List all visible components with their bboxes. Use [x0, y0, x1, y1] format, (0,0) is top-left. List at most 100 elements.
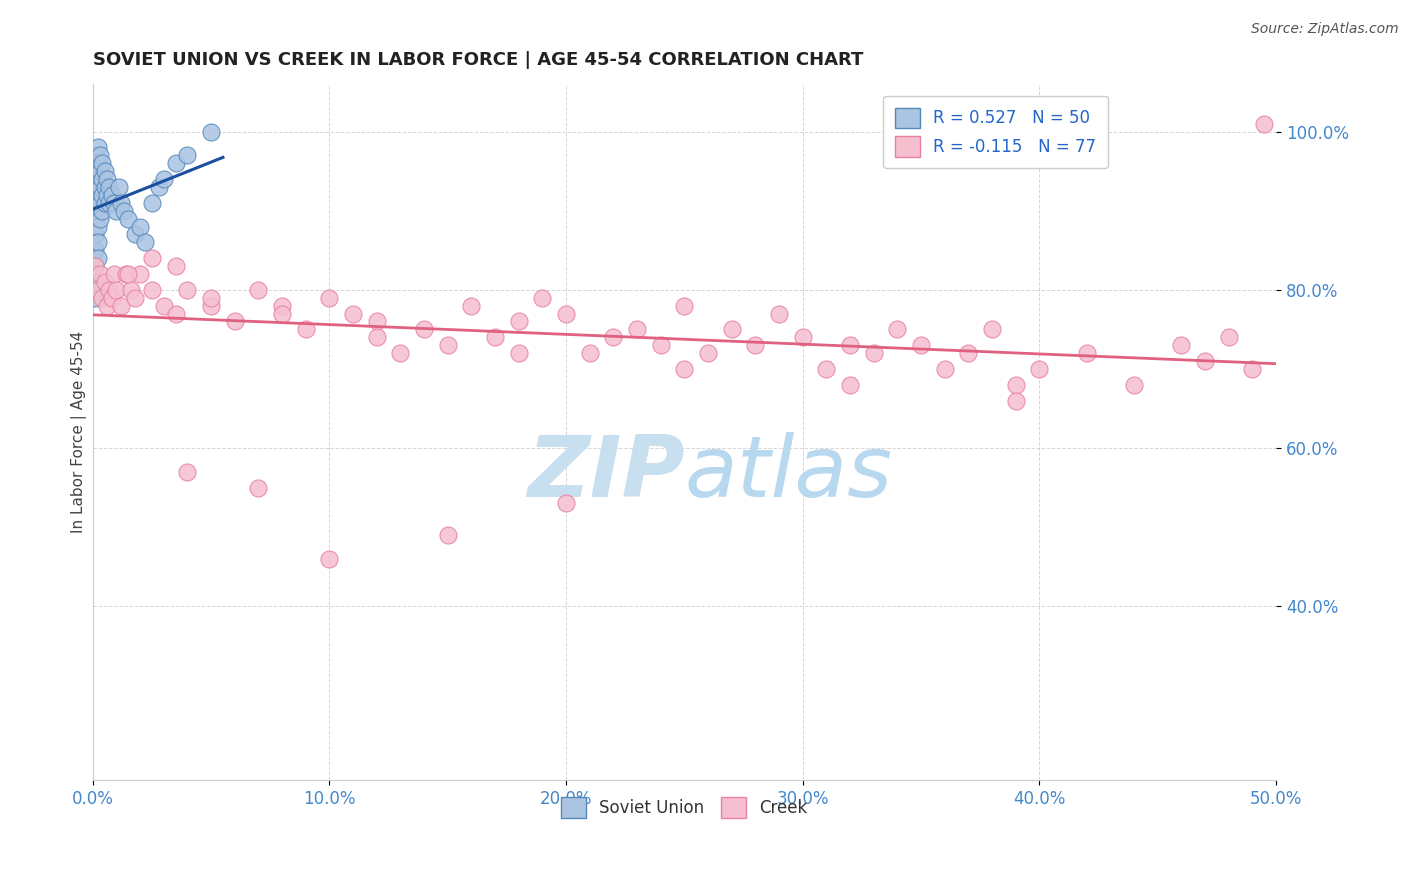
Point — [86, 140, 108, 154]
Point — [152, 299, 174, 313]
Point — [792, 330, 814, 344]
Point — [484, 330, 506, 344]
Point — [413, 322, 436, 336]
Point — [1253, 117, 1275, 131]
Point — [86, 235, 108, 250]
Point — [744, 338, 766, 352]
Text: ZIP: ZIP — [527, 433, 685, 516]
Point — [86, 172, 108, 186]
Point — [224, 314, 246, 328]
Point — [862, 346, 884, 360]
Point — [86, 219, 108, 234]
Point — [86, 203, 108, 218]
Point — [129, 219, 152, 234]
Point — [910, 338, 932, 352]
Point — [96, 172, 118, 186]
Point — [86, 283, 108, 297]
Point — [84, 259, 107, 273]
Point — [84, 227, 107, 242]
Point — [673, 362, 696, 376]
Point — [247, 481, 270, 495]
Point — [1028, 362, 1050, 376]
Point — [200, 291, 222, 305]
Point — [124, 291, 146, 305]
Point — [98, 180, 121, 194]
Point — [176, 148, 198, 162]
Point — [103, 195, 125, 210]
Point — [366, 330, 388, 344]
Point — [93, 180, 115, 194]
Point — [105, 203, 128, 218]
Point — [1241, 362, 1264, 376]
Point — [110, 195, 132, 210]
Point — [271, 307, 294, 321]
Point — [271, 299, 294, 313]
Point — [86, 251, 108, 265]
Point — [957, 346, 980, 360]
Point — [366, 314, 388, 328]
Point — [768, 307, 790, 321]
Point — [1123, 377, 1146, 392]
Point — [84, 211, 107, 226]
Point — [1004, 393, 1026, 408]
Point — [165, 156, 187, 170]
Point — [91, 291, 114, 305]
Point — [318, 291, 340, 305]
Point — [84, 259, 107, 273]
Point — [117, 267, 139, 281]
Point — [110, 299, 132, 313]
Point — [555, 307, 578, 321]
Point — [578, 346, 600, 360]
Point — [117, 211, 139, 226]
Point — [91, 187, 114, 202]
Point — [165, 307, 187, 321]
Point — [84, 164, 107, 178]
Point — [141, 195, 163, 210]
Text: atlas: atlas — [685, 433, 893, 516]
Point — [839, 338, 862, 352]
Point — [84, 148, 107, 162]
Point — [436, 338, 458, 352]
Point — [934, 362, 956, 376]
Point — [84, 195, 107, 210]
Point — [112, 203, 135, 218]
Point — [697, 346, 720, 360]
Point — [1218, 330, 1240, 344]
Point — [89, 164, 111, 178]
Point — [531, 291, 554, 305]
Point — [86, 187, 108, 202]
Point — [176, 465, 198, 479]
Point — [93, 164, 115, 178]
Legend: Soviet Union, Creek: Soviet Union, Creek — [554, 790, 814, 824]
Point — [108, 180, 131, 194]
Point — [1170, 338, 1192, 352]
Point — [120, 283, 142, 297]
Point — [96, 299, 118, 313]
Point — [129, 267, 152, 281]
Point — [176, 283, 198, 297]
Point — [720, 322, 742, 336]
Point — [460, 299, 482, 313]
Point — [89, 148, 111, 162]
Point — [508, 314, 530, 328]
Point — [342, 307, 364, 321]
Point — [93, 275, 115, 289]
Point — [84, 244, 107, 258]
Point — [141, 283, 163, 297]
Point — [981, 322, 1004, 336]
Point — [1076, 346, 1098, 360]
Point — [673, 299, 696, 313]
Point — [100, 291, 122, 305]
Point — [91, 156, 114, 170]
Point — [294, 322, 316, 336]
Point — [89, 180, 111, 194]
Point — [134, 235, 156, 250]
Point — [200, 299, 222, 313]
Point — [84, 275, 107, 289]
Point — [96, 187, 118, 202]
Point — [815, 362, 838, 376]
Point — [105, 283, 128, 297]
Point — [84, 180, 107, 194]
Point — [141, 251, 163, 265]
Y-axis label: In Labor Force | Age 45-54: In Labor Force | Age 45-54 — [72, 331, 87, 533]
